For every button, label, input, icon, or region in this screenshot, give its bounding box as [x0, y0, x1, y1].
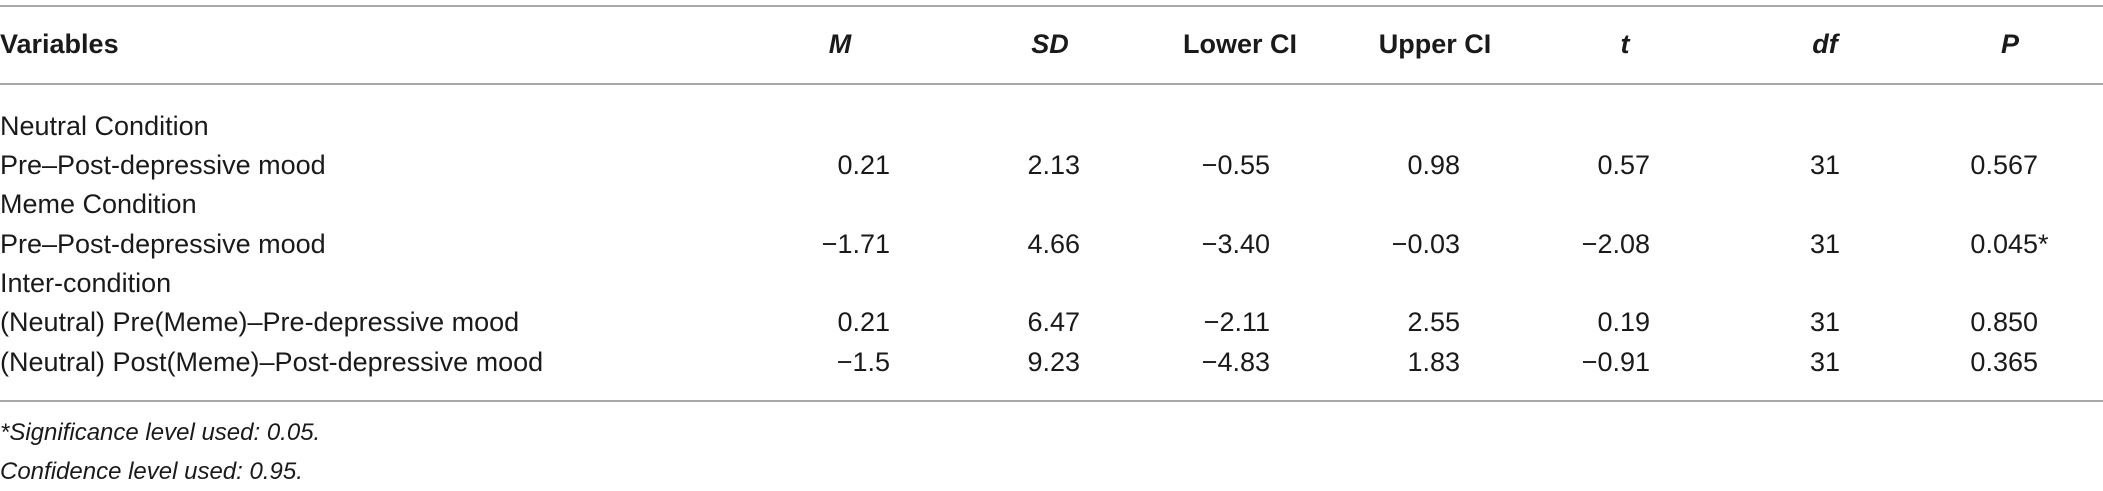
header-upper-ci: Upper CI [1378, 29, 1492, 59]
p-value: 0.567 [1970, 150, 2038, 180]
cell-m: 0.21 [837, 307, 890, 337]
header-m: M [828, 29, 852, 59]
cell-lower-ci: −0.55 [1201, 150, 1270, 180]
cell-upper-ci: 0.98 [1407, 150, 1460, 180]
cell-p: 0.567 [1890, 148, 2052, 182]
significance-note: *Significance level used: 0.05. [0, 419, 321, 446]
row-variable: (Neutral) Post(Meme)–Post-depressive moo… [0, 347, 544, 377]
header-t: t [1620, 29, 1630, 59]
cell-lower-ci: −3.40 [1201, 229, 1270, 259]
cell-p: 0.850 [1890, 305, 2052, 339]
cell-m: 0.21 [837, 150, 890, 180]
cell-m: −1.71 [821, 229, 890, 259]
cell-upper-ci: −0.03 [1391, 229, 1460, 259]
header-p: P [2000, 29, 2019, 59]
row-variable: Pre–Post-depressive mood [0, 150, 326, 180]
table-top-rule [0, 5, 2103, 7]
group-label-inter-condition: Inter-condition [0, 268, 172, 298]
header-variables: Variables [0, 29, 119, 59]
header-df: df [1812, 29, 1838, 59]
row-variable: (Neutral) Pre(Meme)–Pre-depressive mood [0, 307, 520, 337]
cell-sd: 2.13 [1027, 150, 1080, 180]
cell-df: 31 [1809, 229, 1841, 259]
header-sd: SD [1031, 29, 1069, 59]
cell-p: 0.045* [1890, 227, 2052, 261]
p-value: 0.365 [1970, 347, 2038, 377]
header-lower-ci: Lower CI [1182, 29, 1297, 59]
cell-t: 0.19 [1597, 307, 1650, 337]
group-label-meme: Meme Condition [0, 189, 197, 219]
table-bottom-rule [0, 400, 2103, 402]
cell-p: 0.365 [1890, 345, 2052, 379]
cell-df: 31 [1809, 347, 1841, 377]
cell-m: −1.5 [836, 347, 890, 377]
cell-upper-ci: 2.55 [1407, 307, 1460, 337]
cell-upper-ci: 1.83 [1407, 347, 1460, 377]
cell-t: 0.57 [1597, 150, 1650, 180]
table-header-rule [0, 83, 2103, 85]
cell-sd: 9.23 [1027, 347, 1080, 377]
cell-df: 31 [1809, 307, 1841, 337]
cell-df: 31 [1809, 150, 1841, 180]
confidence-note: Confidence level used: 0.95. [0, 458, 303, 485]
p-value: 0.045 [1970, 229, 2038, 259]
p-value: 0.850 [1970, 307, 2038, 337]
cell-t: −0.91 [1581, 347, 1650, 377]
cell-t: −2.08 [1581, 229, 1650, 259]
row-variable: Pre–Post-depressive mood [0, 229, 326, 259]
group-label-neutral: Neutral Condition [0, 111, 209, 141]
cell-lower-ci: −2.11 [1203, 307, 1270, 337]
significance-marker: * [2038, 229, 2049, 259]
cell-sd: 4.66 [1027, 229, 1080, 259]
cell-sd: 6.47 [1027, 307, 1080, 337]
cell-lower-ci: −4.83 [1201, 347, 1270, 377]
